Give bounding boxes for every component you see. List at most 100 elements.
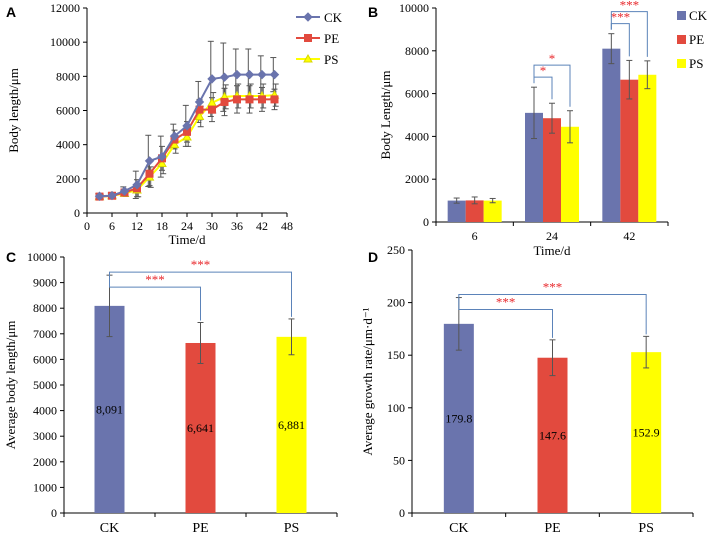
panel-d-y-tick-label: 100 (387, 401, 405, 415)
panel-b-legend-pe-swatch (677, 35, 686, 44)
panel-a-x-tick-label: 30 (206, 219, 218, 233)
panel-b-legend-ps-swatch (677, 59, 686, 68)
panel-b-bar-ck-6 (447, 200, 466, 222)
panel-a-ck-point (182, 121, 192, 131)
panel-b-legend-pe-label: PE (689, 32, 704, 47)
panel-a-ck-point (269, 69, 280, 80)
panel-a-ck-point (194, 97, 205, 107)
panel-a-ck-point (132, 180, 142, 190)
panel-c-significance-bracket (109, 271, 292, 317)
panel-b-y-tick-label: 2000 (405, 172, 429, 186)
panel-d-x-tick-label: PE (544, 521, 560, 534)
panel-c-y-title: Average body length/μm (3, 321, 18, 450)
panel-a-legend-pe-marker (304, 34, 312, 42)
panel-a-ck-point (219, 72, 230, 82)
panel-a-legend-ps-label: PS (324, 52, 338, 67)
panel-c-significance-bracket (109, 276, 201, 321)
panel-b-legend-ps-label: PS (689, 56, 703, 71)
panel-b-y-tick-label: 0 (423, 215, 429, 229)
panel-d-significance-bracket (458, 294, 647, 335)
panel-b-legend-ck-label: CK (689, 8, 708, 23)
panel-c-x-tick-label: PS (284, 521, 300, 534)
panel-b-y-tick-label: 6000 (405, 87, 429, 101)
panel-c-y-tick-label: 2000 (33, 455, 57, 469)
panel-a-x-tick-label: 0 (84, 219, 90, 233)
panel-a-legend-ps-marker (303, 53, 313, 63)
panel-a-x-tick-label: 18 (156, 219, 168, 233)
panel-a-legend-ck-label: CK (324, 10, 343, 25)
panel-c-value-label-pe: 6,641 (187, 421, 214, 435)
panel-c-y-tick-label: 3000 (33, 429, 57, 443)
panel-c-letter: C (6, 249, 16, 265)
panel-d-y-tick-label: 0 (399, 506, 405, 520)
panel-b-significance-label: * (549, 51, 556, 66)
panel-c-y-tick-label: 4000 (33, 404, 57, 418)
panel-c-y-tick-label: 9000 (33, 276, 57, 290)
panel-a-letter: A (6, 4, 16, 20)
panel-a-x-tick-label: 42 (256, 219, 268, 233)
panel-a-pe-point (233, 95, 241, 104)
panel-a-ck-point (244, 69, 255, 80)
panel-a-x-tick-label: 48 (281, 219, 293, 233)
panel-d-value-label-ps: 152.9 (633, 426, 660, 440)
panel-c-x-tick-label: PE (192, 521, 208, 534)
panel-a-pe-point (220, 97, 229, 106)
panel-b-bar-ck-24 (525, 112, 543, 222)
panel-b-x-title: Time/d (533, 243, 571, 258)
panel-a-pe-point (258, 95, 266, 104)
panel-b-bar-ps-6 (483, 200, 502, 222)
panel-d-letter: D (368, 249, 378, 265)
panel-c-y-tick-label: 5000 (33, 378, 57, 392)
panel-d-x-tick-label: CK (449, 521, 468, 534)
panel-b-bar-pe-6 (465, 200, 484, 222)
panel-a-y-tick-label: 8000 (56, 69, 80, 83)
panel-c-y-tick-label: 1000 (33, 480, 57, 494)
panel-a-ps-point (194, 111, 205, 120)
panel-b-y-title: Body Length/μm (378, 71, 393, 160)
panel-d-significance-bracket (458, 298, 553, 338)
panel-d-significance-label: *** (543, 280, 563, 295)
panel-a-x-title: Time/d (168, 232, 206, 247)
panel-b-significance-label: *** (611, 10, 631, 25)
panel-b-significance-label: * (540, 63, 547, 78)
panel-c-value-label-ck: 8,091 (96, 402, 123, 416)
panel-a-ck-point (157, 151, 167, 162)
panel-b-bar-pe-24 (543, 118, 561, 222)
panel-d-x-tick-label: PS (638, 521, 654, 534)
panel-c-bar-ck (94, 305, 125, 513)
panel-c-significance-label: *** (191, 257, 211, 272)
panel-d-bar-ck (443, 323, 474, 513)
panel-a-pe-point (245, 95, 254, 104)
panel-a-x-tick-label: 24 (181, 219, 193, 233)
panel-d-y-tick-label: 250 (387, 243, 405, 257)
panel-c-y-tick-label: 6000 (33, 352, 57, 366)
panel-c-bar-pe (185, 342, 216, 513)
panel-a-legend-pe-label: PE (324, 31, 339, 46)
panel-b-bar-pe-42 (620, 79, 639, 222)
panel-a-pe-point (208, 105, 216, 114)
panel-a-x-tick-label: 6 (109, 219, 115, 233)
panel-b-y-tick-label: 4000 (405, 129, 429, 143)
panel-b-y-tick-label: 8000 (405, 44, 429, 58)
panel-b-x-tick-label: 42 (623, 229, 635, 243)
panel-b-bar-ps-24 (561, 126, 579, 222)
panel-b-bar-ck-42 (602, 48, 621, 222)
panel-b-significance-bracket (533, 64, 571, 107)
panel-b-x-tick-label: 6 (472, 229, 478, 243)
panel-a-y-tick-label: 0 (74, 206, 80, 220)
panel-b-legend-ck-swatch (677, 11, 686, 20)
panel-b-significance-bracket (533, 76, 553, 100)
panel-b-letter: B (368, 4, 378, 20)
panel-d-value-label-ck: 179.8 (445, 411, 472, 425)
panel-a-y-tick-label: 6000 (56, 104, 80, 118)
panel-d-y-title: Average growth rate/μm·d⁻¹ (360, 307, 375, 455)
panel-a-ck-point (257, 69, 267, 80)
panel-b-significance-bracket (610, 11, 648, 57)
panel-a-ck-point (107, 190, 117, 201)
panel-a-ck-point (119, 186, 130, 196)
panel-a-x-tick-label: 36 (231, 219, 243, 233)
panel-a-ck-point (94, 191, 105, 201)
panel-c-y-tick-label: 0 (51, 506, 57, 520)
panel-d-bar-ps (631, 352, 662, 513)
